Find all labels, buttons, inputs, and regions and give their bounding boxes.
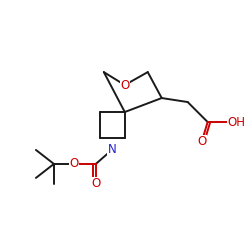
- Text: O: O: [197, 136, 206, 148]
- Text: O: O: [91, 178, 101, 190]
- Text: O: O: [69, 158, 78, 170]
- Text: O: O: [120, 78, 130, 92]
- Text: N: N: [108, 144, 116, 156]
- Text: OH: OH: [228, 116, 246, 128]
